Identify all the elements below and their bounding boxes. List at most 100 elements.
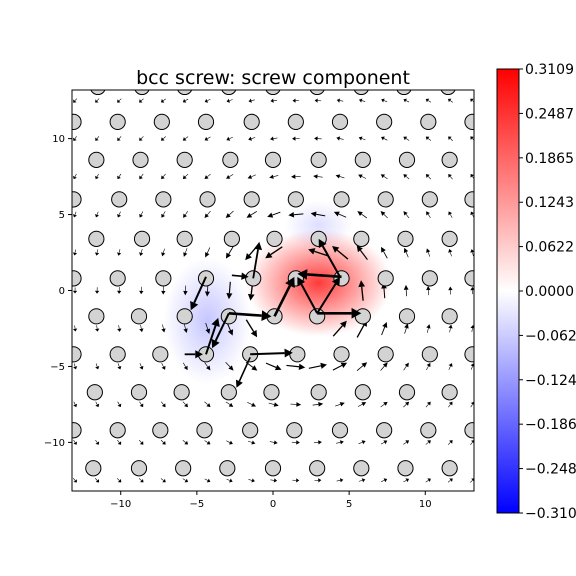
weak-arrow [403,401,410,408]
weak-arrow [332,362,348,371]
strong-arrow [297,276,319,314]
weak-arrow [226,478,233,483]
x-tick-label: 0 [270,499,276,510]
weak-arrow [314,98,322,103]
weak-arrow [226,281,233,300]
weak-arrow [447,440,453,445]
weak-arrow [448,211,453,218]
atom-marker [197,113,215,130]
weak-arrow [286,363,306,370]
x-tick-label: −10 [110,499,131,510]
weak-arrow [226,98,233,103]
weak-arrow [381,246,388,259]
weak-arrow [73,401,78,408]
atom-marker [420,422,437,439]
atom-marker [421,270,438,287]
weak-arrow [94,249,100,256]
weak-arrow [403,362,409,371]
weak-arrow [292,478,300,483]
strong-arrow [235,357,251,388]
atom-marker [289,346,306,363]
weak-arrow [139,401,144,408]
weak-arrow [72,325,78,332]
weak-arrow [380,362,388,371]
weak-arrow [72,287,78,294]
weak-arrow [265,246,283,259]
weak-arrow [160,98,166,103]
atom-marker [441,384,458,401]
atom-marker [133,230,151,247]
weak-arrow [247,402,257,407]
weak-arrow [403,98,410,103]
strong-arrow [297,269,342,280]
atom-marker [177,90,193,96]
weak-arrow [358,136,366,141]
atom-marker [152,346,169,363]
colorbar-tick-label: 0.3109 [525,62,574,78]
weak-arrow [332,320,347,337]
strong-arrow [316,276,340,314]
chart-title: bcc screw: screw component [136,67,410,89]
weak-arrow [138,439,144,445]
weak-arrow [403,136,410,141]
weak-arrow [204,173,211,179]
atom-marker [377,191,394,208]
weak-arrow [448,248,453,257]
atom-marker [464,113,474,130]
y-tick-label: 5 [59,210,65,221]
colorbar-tick-label: −0.3109 [525,506,576,522]
atom-marker [331,422,349,439]
field-blob [245,229,392,337]
atom-marker [72,191,82,208]
strong-arrow [211,312,230,349]
strong-arrow [205,317,220,355]
atom-marker [88,308,105,325]
weak-arrow [117,98,122,103]
atom-marker [397,230,414,247]
atom-marker [176,308,193,325]
weak-arrow [204,401,211,408]
weak-arrow [403,284,409,297]
atom-marker [155,191,172,208]
weak-arrow [139,286,144,295]
atom-marker [199,191,216,208]
atom-marker [86,384,103,401]
weak-arrow [470,478,474,483]
atom-marker [132,151,149,168]
weak-arrow [358,98,366,103]
weak-arrow [288,211,304,218]
weak-arrow [426,211,431,219]
weak-arrow [290,402,302,407]
weak-arrow [292,136,300,141]
weak-arrow [94,287,100,294]
x-tick-label: 10 [419,499,432,510]
weak-arrow [95,401,100,408]
weak-arrow [182,173,189,180]
weak-arrow [95,363,100,370]
weak-arrow [448,136,453,141]
weak-arrow [425,401,431,408]
weak-arrow [425,478,431,483]
weak-arrow [448,98,453,103]
weak-arrow [336,136,344,141]
atom-marker [353,460,370,477]
weak-arrow [160,401,166,408]
atom-marker [175,460,192,477]
weak-arrow [336,440,344,445]
weak-arrow [291,174,301,179]
weak-arrow [117,211,122,218]
weak-arrow [270,478,278,483]
weak-arrow [246,210,258,218]
weak-arrow [448,324,453,333]
weak-arrow [357,211,368,219]
weak-arrow [161,248,166,257]
strong-arrow [252,241,263,279]
atom-marker [109,422,126,439]
weak-arrow [470,286,474,295]
atom-marker [72,270,82,287]
weak-arrow [447,478,453,483]
weak-arrow [426,324,431,333]
atom-marker [266,230,283,247]
weak-arrow [358,478,366,483]
weak-arrow [332,245,349,260]
